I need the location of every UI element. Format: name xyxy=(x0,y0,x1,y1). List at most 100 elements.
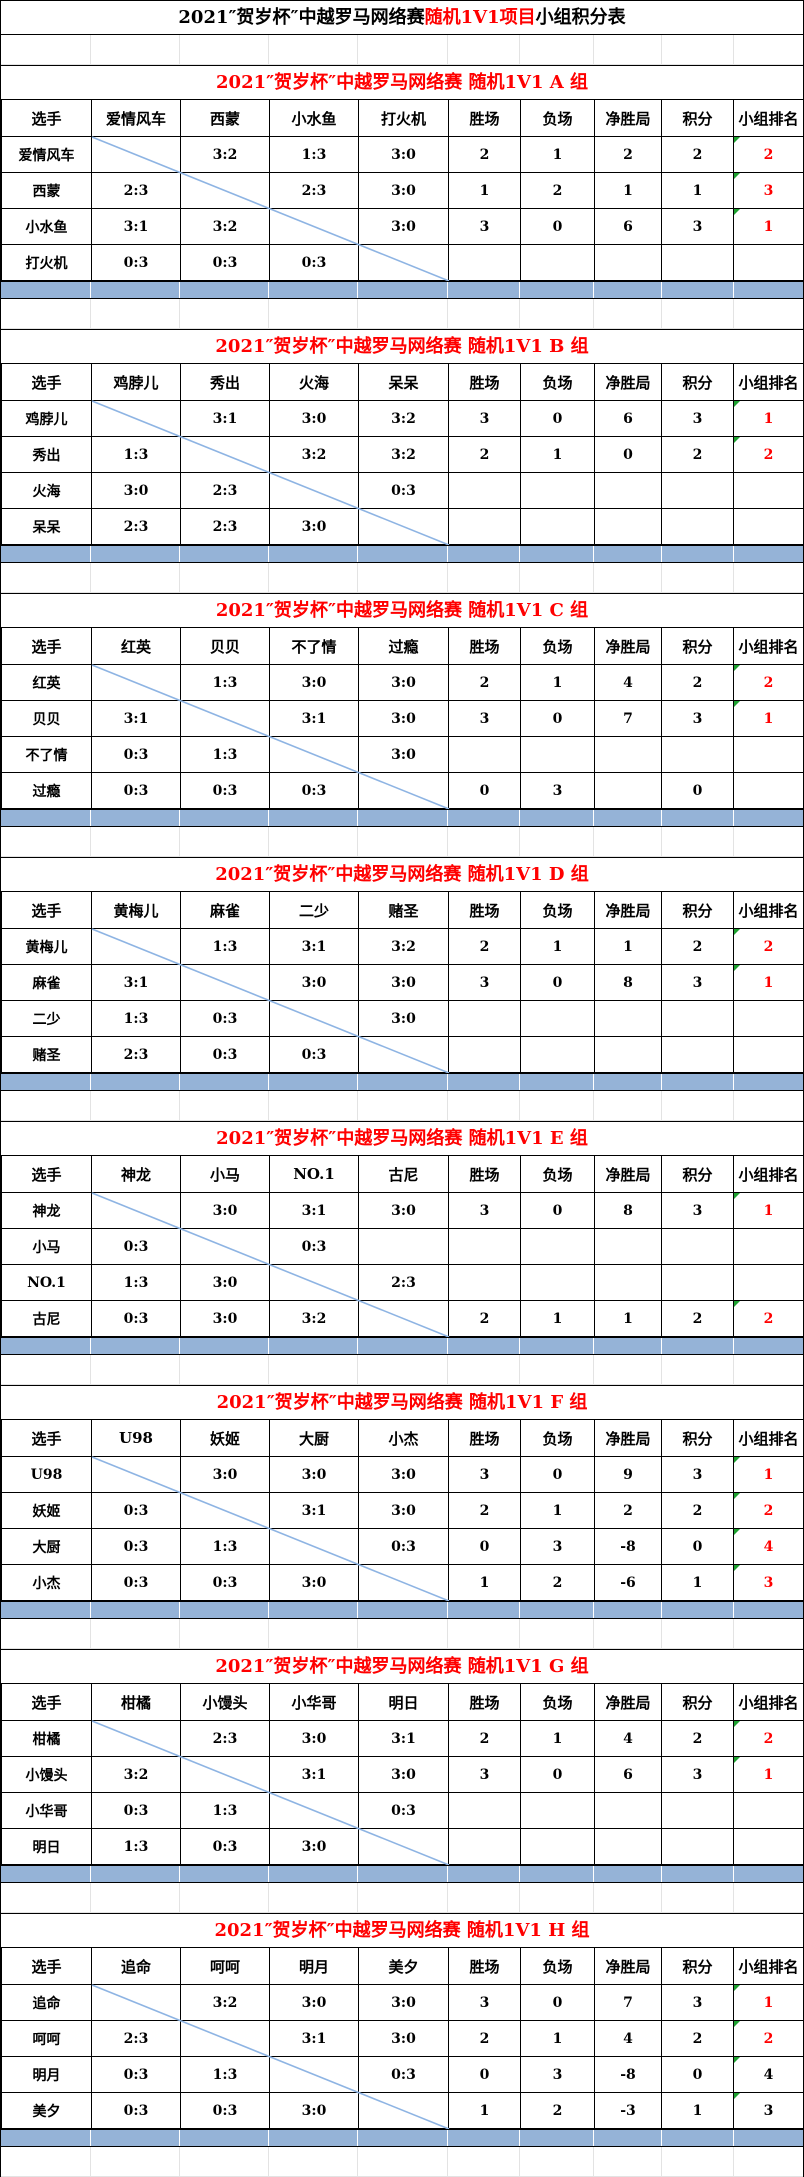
spacer-cell xyxy=(1,1602,91,1618)
spacer-cell xyxy=(180,1883,269,1912)
group-rank-cell xyxy=(733,1000,803,1037)
group-table-wrap: 选手 黄梅儿 麻雀 二少 赌圣 胜场 负场 净胜局 积分 小组排名 黄梅儿 1:3 3:1 3:2 2 1 1 2… xyxy=(1,891,803,1073)
player-row: 妖姬 0:3 3:1 3:0 2 1 2 2 2 xyxy=(1,1492,803,1529)
losses-cell: 1 xyxy=(520,1720,595,1757)
group-rank-cell: 1 xyxy=(733,964,803,1001)
match-score-cell: 3:0 xyxy=(358,700,449,737)
match-score-cell: 3:2 xyxy=(358,400,449,437)
player-name-cell: 明月 xyxy=(1,2056,92,2093)
wins-cell: 1 xyxy=(448,172,521,209)
spacer-cell xyxy=(269,1338,358,1354)
player-name-cell: 不了情 xyxy=(1,736,92,773)
col-header-opponent: 二少 xyxy=(269,891,359,929)
spacer-cell xyxy=(91,1883,180,1912)
spacer-cell xyxy=(594,1338,662,1354)
match-score-cell: 0:3 xyxy=(91,1300,181,1337)
header-row: 选手 红英 贝贝 不了情 过瘾 胜场 负场 净胜局 积分 小组排名 xyxy=(1,627,803,665)
losses-cell: 0 xyxy=(520,1756,595,1793)
spacer-cell xyxy=(269,2147,358,2176)
col-header-player: 选手 xyxy=(1,99,92,137)
losses-cell: 3 xyxy=(520,1528,595,1565)
spacer-cell xyxy=(448,282,521,298)
player-row: 黄梅儿 1:3 3:1 3:2 2 1 1 2 2 xyxy=(1,928,803,965)
spacer-cell xyxy=(520,810,595,826)
group-rank-cell xyxy=(733,1264,803,1301)
col-header-opponent: 小杰 xyxy=(358,1419,449,1457)
spacer-cell xyxy=(594,1602,662,1618)
group-table-wrap: 选手 鸡脖儿 秀出 火海 呆呆 胜场 负场 净胜局 积分 小组排名 鸡脖儿 3:1 3:0 3:2 3 0 6 3… xyxy=(1,363,803,545)
player-name-cell: 二少 xyxy=(1,1000,92,1037)
match-score-cell: 3:2 xyxy=(358,436,449,473)
col-header-points: 积分 xyxy=(661,1947,734,1985)
group-footer-bar xyxy=(1,281,803,299)
group-footer-bar xyxy=(1,1865,803,1883)
match-score-cell: 0:3 xyxy=(269,1036,359,1073)
header-row: 选手 黄梅儿 麻雀 二少 赌圣 胜场 负场 净胜局 积分 小组排名 xyxy=(1,891,803,929)
player-row: U98 3:0 3:0 3:0 3 0 9 3 1 xyxy=(1,1456,803,1493)
spacer-cell xyxy=(520,282,595,298)
spacer-cell xyxy=(594,1883,662,1912)
player-name-cell: 小马 xyxy=(1,1228,92,1265)
match-score-cell xyxy=(358,1564,449,1601)
player-name-cell: 秀出 xyxy=(1,436,92,473)
spacer-cell xyxy=(448,827,521,856)
group-table-wrap: 选手 红英 贝贝 不了情 过瘾 胜场 负场 净胜局 积分 小组排名 红英 1:3 3:0 3:0 2 1 4 2 2… xyxy=(1,627,803,809)
spacer-cell xyxy=(520,563,595,592)
net-cell: 2 xyxy=(594,136,662,173)
losses-cell xyxy=(520,1036,595,1073)
points-cell xyxy=(661,1792,734,1829)
spacer-cell xyxy=(1,1866,91,1882)
group-rank-cell: 1 xyxy=(733,1756,803,1793)
spacer-cell xyxy=(358,810,448,826)
spacer-row xyxy=(1,563,803,593)
wins-cell: 2 xyxy=(448,664,521,701)
player-row: 呆呆 2:3 2:3 3:0 xyxy=(1,508,803,545)
match-score-cell: 2:3 xyxy=(91,508,181,545)
spacer-cell xyxy=(358,827,448,856)
match-score-cell xyxy=(91,928,181,965)
match-score-cell: 1:3 xyxy=(180,1792,270,1829)
match-score-cell xyxy=(91,1456,181,1493)
spacer-cell xyxy=(662,827,734,856)
match-score-cell xyxy=(91,1984,181,2021)
col-header-wins: 胜场 xyxy=(448,363,521,401)
spacer-cell xyxy=(180,1619,269,1648)
match-score-cell xyxy=(180,1756,270,1793)
spacer-cell xyxy=(91,546,180,562)
spacer-cell xyxy=(1,1355,91,1384)
match-score-cell xyxy=(180,1228,270,1265)
spacer-cell xyxy=(91,282,180,298)
match-score-cell: 3:1 xyxy=(269,700,359,737)
points-cell: 2 xyxy=(661,664,734,701)
match-score-cell: 0:3 xyxy=(91,736,181,773)
col-header-wins: 胜场 xyxy=(448,1419,521,1457)
spacer-row xyxy=(1,35,803,65)
spacer-row xyxy=(1,1883,803,1913)
group-rank-cell: 2 xyxy=(733,928,803,965)
player-name-cell: 呆呆 xyxy=(1,508,92,545)
match-score-cell: 3:1 xyxy=(91,700,181,737)
spacer-cell xyxy=(1,827,91,856)
spacer-cell xyxy=(91,827,180,856)
col-header-player: 选手 xyxy=(1,1419,92,1457)
spacer-cell xyxy=(358,1619,448,1648)
col-header-opponent: 西蒙 xyxy=(180,99,270,137)
group-rank-cell xyxy=(733,244,803,281)
match-score-cell: 0:3 xyxy=(91,2056,181,2093)
spacer-cell xyxy=(448,1338,521,1354)
col-header-rank: 小组排名 xyxy=(733,627,803,665)
col-header-player: 选手 xyxy=(1,1947,92,1985)
group-block-g: 2021″贺岁杯″中越罗马网络赛 随机1V1 G 组选手 柑橘 小馒头 小华哥 明日 胜场… xyxy=(1,1649,803,1913)
wins-cell: 2 xyxy=(448,2020,521,2057)
spacer-cell xyxy=(448,1866,521,1882)
match-score-cell: 3:0 xyxy=(358,208,449,245)
net-cell xyxy=(594,1228,662,1265)
spacer-cell xyxy=(1,2130,91,2146)
spacer-row xyxy=(1,1355,803,1385)
spacer-cell xyxy=(734,563,803,592)
match-score-cell: 1:3 xyxy=(91,1264,181,1301)
player-name-cell: 过瘾 xyxy=(1,772,92,809)
match-score-cell: 3:1 xyxy=(91,208,181,245)
spacer-cell xyxy=(734,827,803,856)
spacer-cell xyxy=(662,1338,734,1354)
